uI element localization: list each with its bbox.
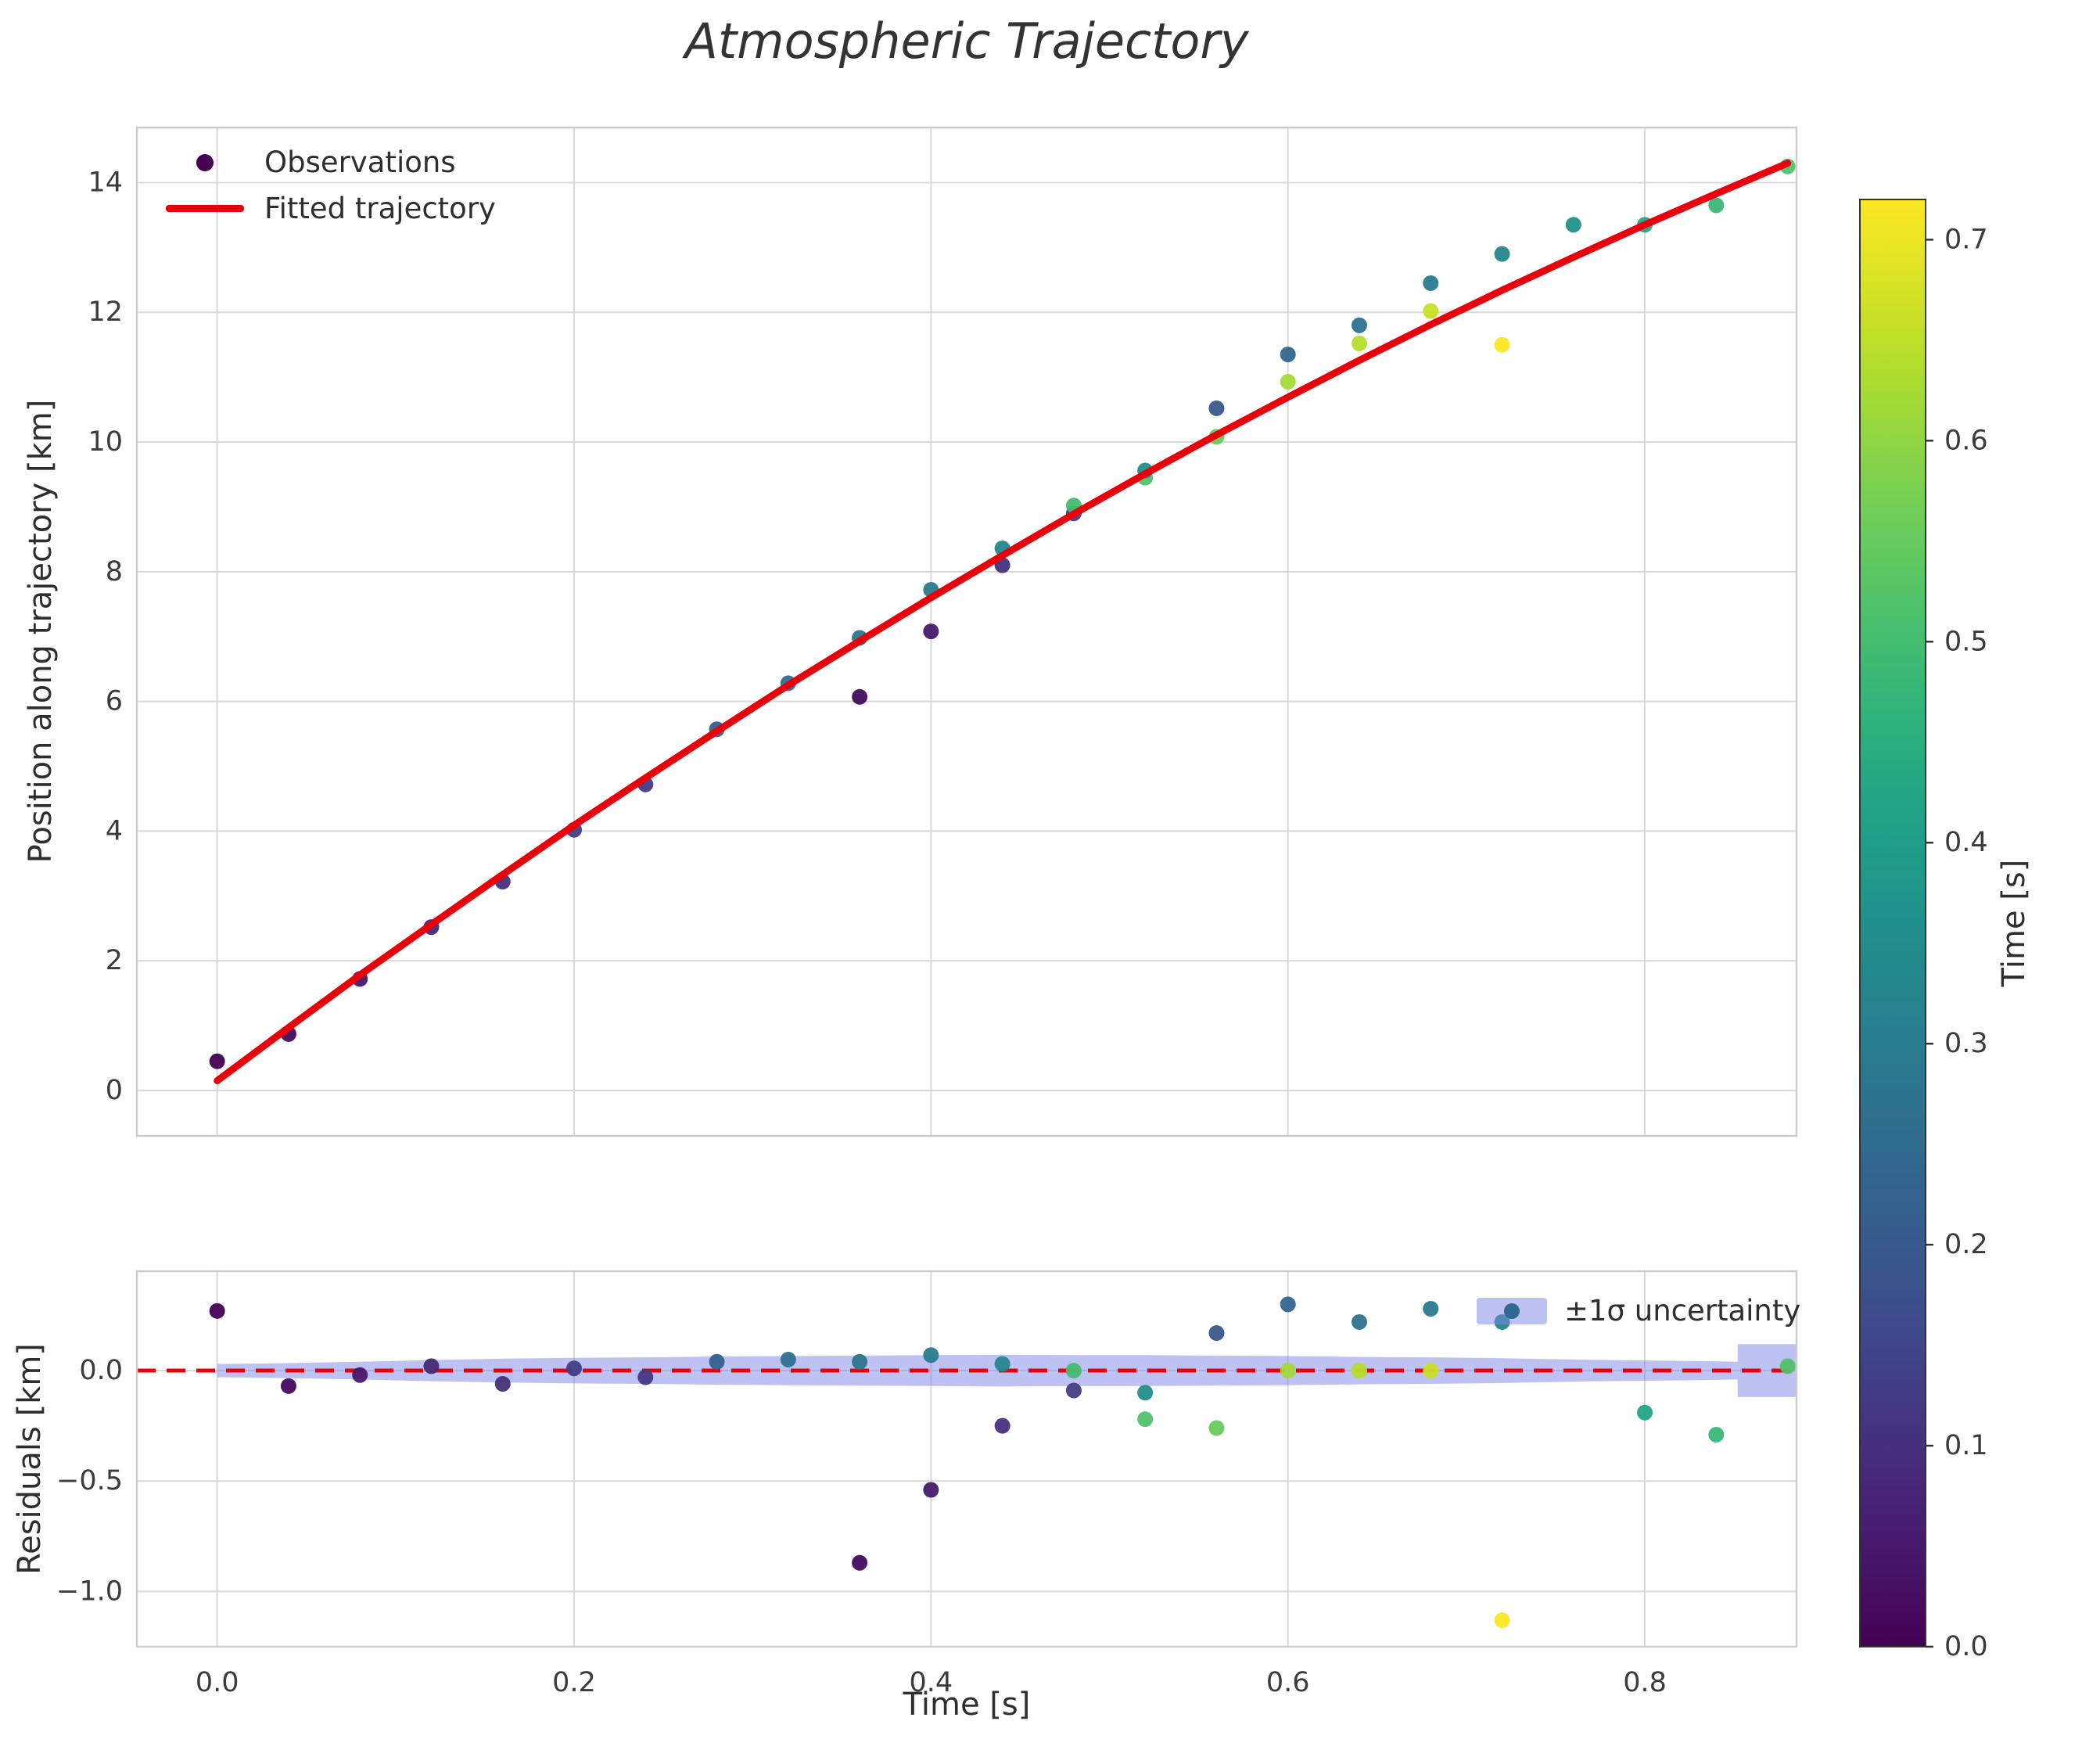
- svg-text:0.1: 0.1: [1944, 1430, 1988, 1461]
- observations-marker-icon: [196, 153, 214, 171]
- svg-text:4: 4: [106, 815, 123, 846]
- uncertainty-dot-icon: [1504, 1302, 1520, 1319]
- svg-text:0: 0: [106, 1075, 123, 1106]
- main-y-axis-label: Position along trajectory [km]: [23, 399, 59, 864]
- legend-item-observations: Observations: [166, 146, 496, 179]
- uncertainty-band-icon: [1477, 1297, 1547, 1324]
- svg-text:10: 10: [88, 426, 123, 458]
- legend-fitted-label: Fitted trajectory: [264, 192, 496, 225]
- svg-text:0.0: 0.0: [196, 1667, 239, 1698]
- fitted-line-icon: [166, 205, 244, 212]
- svg-text:0.3: 0.3: [1944, 1028, 1988, 1059]
- residuals-legend: ±1σ uncertainty: [1477, 1294, 1800, 1328]
- svg-text:−1.0: −1.0: [56, 1576, 123, 1607]
- svg-text:6: 6: [106, 686, 123, 717]
- svg-text:0.2: 0.2: [1944, 1229, 1988, 1260]
- chart-title: Atmospheric Trajectory: [684, 13, 1249, 70]
- legend-item-fitted-trajectory: Fitted trajectory: [166, 192, 496, 225]
- svg-text:0.6: 0.6: [1944, 425, 1988, 456]
- svg-text:0.0: 0.0: [79, 1355, 123, 1386]
- svg-text:12: 12: [88, 296, 123, 328]
- svg-text:0.5: 0.5: [1944, 626, 1988, 657]
- svg-text:0.2: 0.2: [552, 1667, 596, 1698]
- svg-text:0.0: 0.0: [1944, 1631, 1988, 1662]
- main-legend: Observations Fitted trajectory: [166, 146, 496, 225]
- residuals-y-axis-label: Residuals [km]: [12, 1343, 48, 1575]
- colorbar-label: Time [s]: [1996, 859, 2032, 987]
- svg-text:2: 2: [106, 945, 123, 976]
- svg-text:8: 8: [106, 556, 123, 587]
- svg-text:0.7: 0.7: [1944, 224, 1988, 255]
- legend-uncertainty-label: ±1σ uncertainty: [1564, 1294, 1801, 1328]
- svg-text:0.4: 0.4: [910, 1667, 953, 1698]
- legend-observations-label: Observations: [264, 146, 456, 179]
- svg-text:14: 14: [88, 167, 123, 198]
- x-axis-label: Time [s]: [903, 1687, 1031, 1723]
- svg-text:0.8: 0.8: [1623, 1667, 1667, 1698]
- svg-text:0.6: 0.6: [1266, 1667, 1310, 1698]
- svg-text:0.4: 0.4: [1944, 827, 1988, 858]
- svg-text:−0.5: −0.5: [56, 1465, 123, 1497]
